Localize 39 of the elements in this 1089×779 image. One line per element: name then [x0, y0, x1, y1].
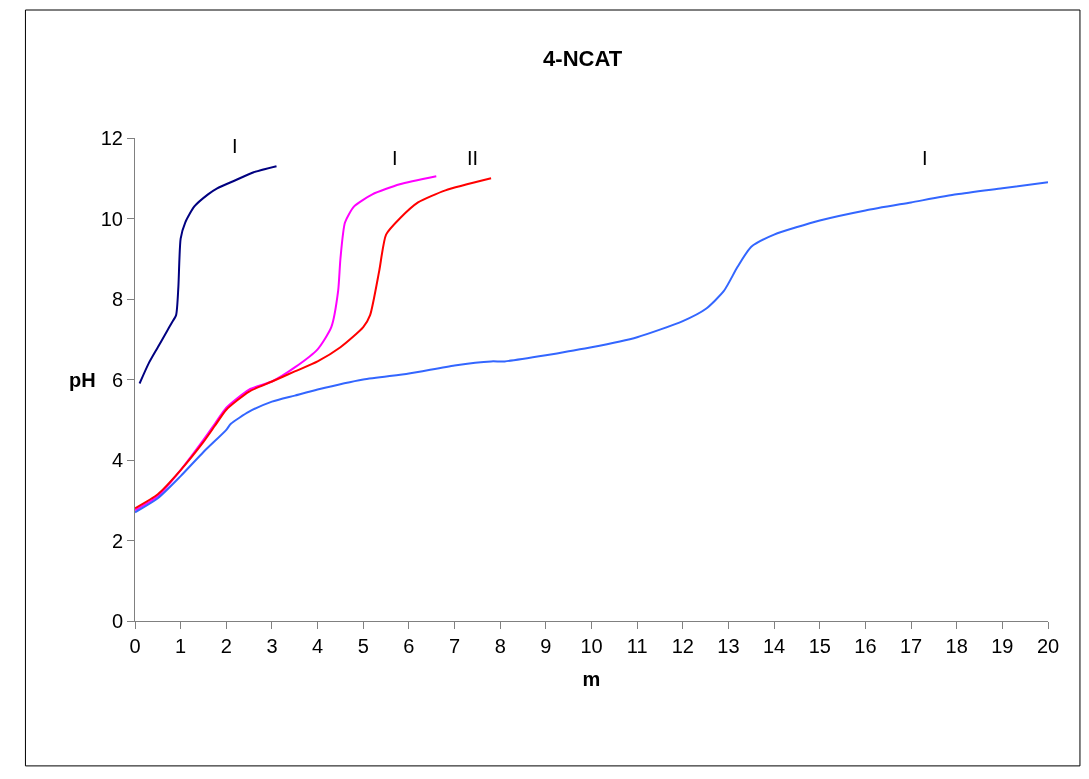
x-tick-label: 1 — [175, 635, 187, 657]
x-tick-label: 10 — [580, 635, 603, 657]
x-tick-label: 11 — [626, 635, 648, 657]
x-tick-label: 3 — [266, 635, 278, 657]
y-axis-title: pH — [69, 369, 96, 391]
chart-title: 4-NCAT — [543, 46, 623, 72]
x-tick-label: 15 — [808, 635, 831, 657]
x-tick-label: 0 — [129, 635, 141, 657]
y-tick-label: 8 — [111, 288, 123, 310]
x-tick-label: 12 — [671, 635, 694, 657]
x-tick-label: 8 — [494, 635, 506, 657]
x-tick-label: 13 — [717, 635, 740, 657]
x-tick-label: 18 — [945, 635, 968, 657]
x-tick-label: 14 — [762, 635, 786, 657]
x-tick-label: 19 — [991, 635, 1014, 657]
x-tick-label: 16 — [854, 635, 877, 657]
y-tick-label: 4 — [111, 449, 123, 471]
line-series — [135, 181, 1048, 514]
x-tick-label: 9 — [540, 635, 552, 657]
x-tick-label: 17 — [899, 635, 923, 657]
y-tick-label: 10 — [100, 207, 123, 230]
series-label: I — [392, 147, 398, 169]
series-label: II — [467, 147, 479, 169]
y-tick-label: 6 — [111, 368, 123, 391]
y-tick-label: 12 — [100, 127, 123, 149]
series-label: I — [922, 147, 928, 169]
line-series — [135, 175, 438, 512]
y-tick-label: 0 — [111, 610, 123, 632]
x-tick-label: 5 — [357, 635, 369, 657]
x-tick-label: 6 — [403, 635, 415, 657]
x-axis-title: m — [582, 667, 601, 690]
y-tick-label: 2 — [111, 529, 123, 552]
x-tick-label: 7 — [448, 635, 461, 657]
line-series — [138, 165, 278, 385]
x-tick-label: 2 — [220, 635, 232, 657]
x-tick-label: 4 — [312, 635, 324, 657]
series-label: I — [232, 135, 238, 157]
x-tick-label: 20 — [1036, 635, 1060, 657]
line-series — [135, 177, 493, 510]
